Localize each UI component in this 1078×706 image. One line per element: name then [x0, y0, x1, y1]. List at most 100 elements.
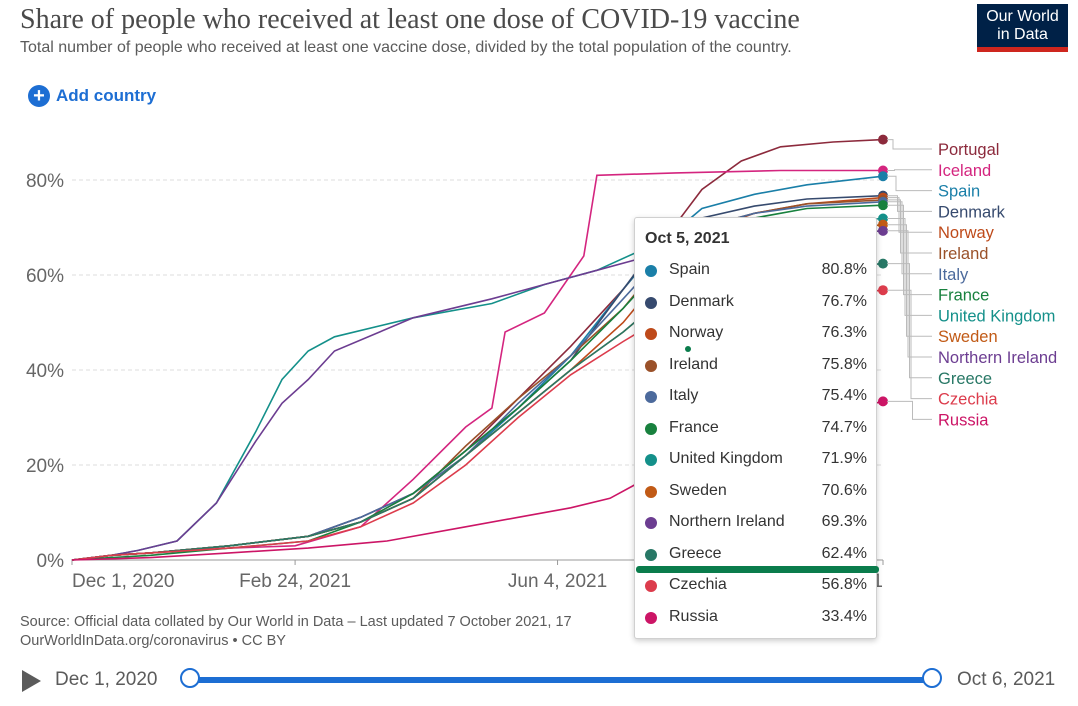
legend-dot-icon	[645, 548, 657, 561]
legend-connector	[887, 169, 932, 171]
legend-label-sweden: Sweden	[938, 328, 998, 346]
legend-label-northern-ireland: Northern Ireland	[938, 349, 1057, 367]
timeline-end-handle[interactable]	[922, 668, 942, 688]
tooltip-row: United Kingdom 71.9%	[645, 448, 867, 472]
series-endpoint-czechia	[878, 285, 888, 296]
tooltip-row: Denmark 76.7%	[645, 291, 867, 315]
legend-label-greece: Greece	[938, 370, 992, 388]
series-endpoint-russia	[878, 396, 888, 407]
tooltip-value: 69.3%	[821, 513, 867, 530]
legend-dot-icon	[645, 611, 657, 624]
legend-dot-icon	[645, 454, 657, 466]
tooltip-row: Spain 80.8%	[645, 259, 867, 283]
tooltip-row: Russia 33.4%	[645, 606, 867, 630]
tooltip-row: Sweden 70.6%	[645, 480, 867, 504]
tooltip-row: Czechia 56.8%	[645, 574, 867, 598]
legend-label-russia: Russia	[938, 411, 989, 429]
y-tick-label: 20%	[26, 456, 64, 477]
add-country-label: Add country	[56, 86, 157, 105]
tooltip-value: 75.4%	[821, 387, 867, 404]
y-tick-label: 80%	[26, 171, 64, 192]
series-endpoint-france	[878, 200, 888, 211]
x-tick-label: Jun 4, 2021	[508, 571, 607, 592]
tooltip-country: Greece	[669, 544, 722, 562]
legend-dot-icon	[645, 517, 657, 529]
tooltip-value: 76.7%	[821, 292, 867, 310]
legend-dot-icon	[645, 359, 657, 372]
tooltip-row: Norway 76.3%	[645, 322, 867, 346]
legend-label-spain: Spain	[938, 183, 980, 201]
legend-connector	[887, 218, 932, 316]
tooltip-country: Denmark	[669, 292, 734, 310]
add-country-button[interactable]: + Add country	[28, 85, 156, 107]
series-endpoint-greece	[878, 258, 888, 269]
chart-subtitle: Total number of people who received at l…	[20, 39, 792, 56]
legend-connector	[887, 199, 932, 254]
legend-connector	[887, 204, 932, 296]
hover-tooltip: Oct 5, 2021 Spain 80.8% Denmark 76.7% Norway…	[634, 217, 877, 639]
legend-connector	[887, 230, 932, 358]
legend-label-denmark: Denmark	[938, 203, 1006, 221]
tooltip-row: Ireland 75.8%	[645, 354, 867, 378]
legend-dot-icon	[645, 580, 657, 592]
tooltip-country: Spain	[669, 261, 710, 278]
tooltip-date: Oct 5, 2021	[645, 230, 730, 247]
legend-connector	[887, 197, 932, 233]
logo-line-1: Our World	[986, 8, 1059, 25]
legend-connector	[887, 400, 932, 420]
chart-title: Share of people who received at least on…	[20, 4, 800, 35]
plus-circle-icon: +	[28, 85, 50, 107]
tooltip-value: 70.6%	[821, 481, 867, 499]
tooltip-row: Italy 75.4%	[645, 385, 867, 409]
legend-label-united-kingdom: United Kingdom	[938, 307, 1055, 325]
hover-marker	[685, 346, 691, 352]
tooltip-value: 76.3%	[821, 324, 867, 341]
legend-dot-icon	[645, 296, 657, 309]
tooltip-value: 62.4%	[821, 544, 867, 562]
legend-connector	[887, 224, 932, 337]
legend-label-italy: Italy	[938, 266, 969, 284]
legend-label-norway: Norway	[938, 224, 995, 242]
timeline-start-handle[interactable]	[180, 668, 200, 688]
owid-logo[interactable]: Our World in Data	[977, 4, 1068, 52]
legend-connector	[887, 139, 932, 150]
tooltip-row: Greece 62.4%	[645, 543, 867, 567]
timeline-end-label: Oct 6, 2021	[957, 669, 1056, 690]
highlight-bar	[636, 566, 879, 573]
tooltip-row: Northern Ireland 69.3%	[645, 511, 867, 535]
tooltip-country: Czechia	[669, 576, 727, 593]
tooltip-country: Northern Ireland	[669, 513, 785, 530]
x-tick-label: Feb 24, 2021	[239, 571, 351, 592]
source-line-1: Source: Official data collated by Our Wo…	[20, 614, 572, 630]
tooltip-country: Norway	[669, 324, 724, 341]
line-chart: 0% 20% 40% 60% 80% Dec 1, 2020 Feb 24, 2021 Jun…	[26, 134, 1057, 592]
legend-label-france: France	[938, 287, 989, 305]
series-endpoint-northern-ireland	[878, 225, 888, 236]
tooltip-value: 71.9%	[821, 450, 867, 467]
series-endpoint-portugal	[878, 134, 888, 145]
legend-label-czechia: Czechia	[938, 391, 998, 409]
timeline-start-label: Dec 1, 2020	[55, 669, 158, 690]
tooltip-row: France 74.7%	[645, 417, 867, 441]
tooltip-country: United Kingdom	[669, 450, 783, 467]
play-icon[interactable]	[22, 670, 41, 692]
tooltip-country: Italy	[669, 387, 699, 404]
legend-label-portugal: Portugal	[938, 141, 999, 159]
legend-connector	[887, 201, 932, 275]
logo-line-2: in Data	[997, 26, 1048, 43]
x-tick-label: Dec 1, 2020	[72, 571, 174, 592]
legend-label-iceland: Iceland	[938, 162, 991, 180]
tooltip-country: Russia	[669, 607, 718, 625]
timeline-track[interactable]	[190, 677, 932, 683]
legend-connector	[887, 175, 932, 192]
tooltip-value: 33.4%	[821, 607, 867, 625]
source-note: Source: Official data collated by Our Wo…	[20, 613, 572, 651]
legend-dot-icon	[645, 265, 657, 277]
tooltip-value: 74.7%	[821, 418, 867, 436]
tooltip-country: Ireland	[669, 355, 718, 373]
legend-connector	[887, 289, 932, 400]
source-line-2[interactable]: OurWorldInData.org/coronavirus • CC BY	[20, 633, 286, 649]
legend-label-ireland: Ireland	[938, 245, 988, 263]
legend-dot-icon	[645, 485, 657, 498]
legend-dot-icon	[645, 422, 657, 435]
